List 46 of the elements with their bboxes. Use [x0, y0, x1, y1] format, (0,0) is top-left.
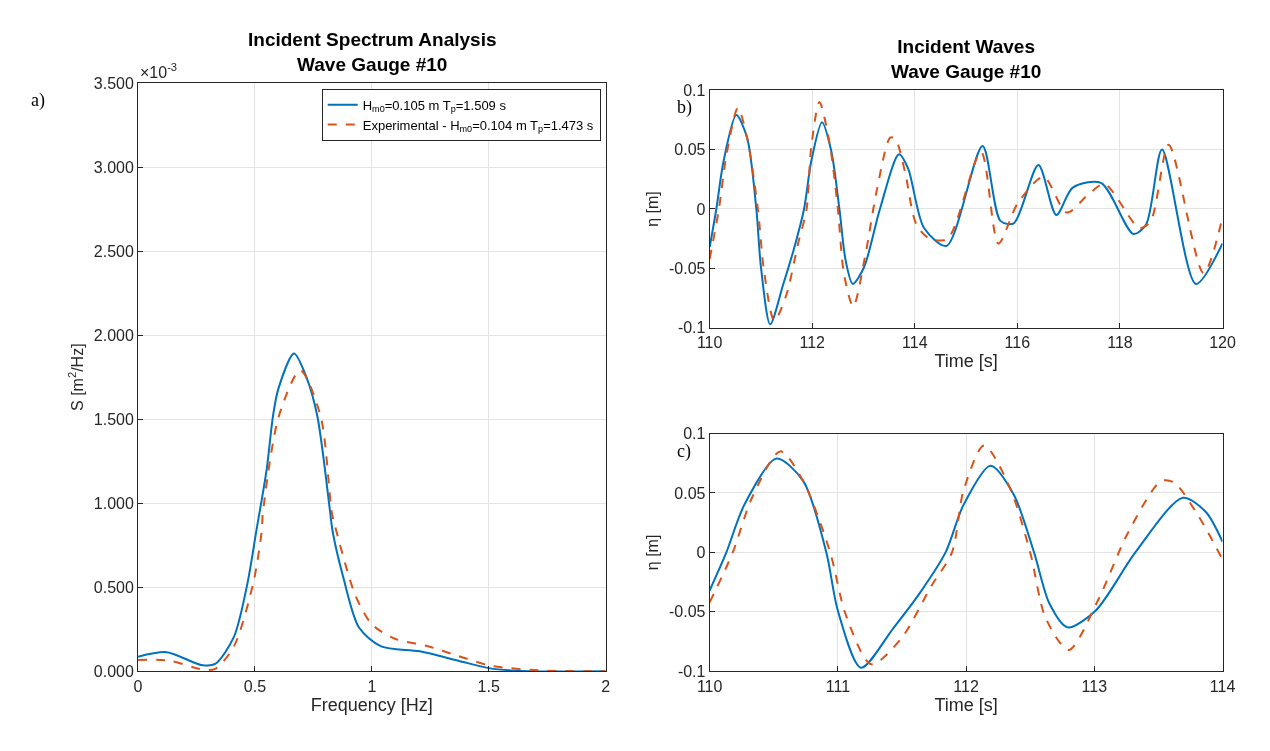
text: b)	[677, 97, 692, 118]
y-tick-label: 3.000	[93, 158, 134, 176]
text: a)	[31, 90, 45, 111]
y-tick-label: 2.500	[93, 242, 134, 260]
chart-title: Incident Spectrum Analysis Wave Gauge #10	[248, 29, 497, 75]
text: c)	[677, 441, 691, 462]
x-tick-label: 114	[1209, 677, 1236, 695]
y-tick-label: 0.05	[674, 141, 706, 159]
y-tick-label: -0.05	[669, 260, 706, 278]
x-tick-label: 118	[1107, 334, 1133, 352]
text: ×10$^{-3}$	[140, 61, 178, 81]
y-tick-label: -0.1	[677, 662, 706, 680]
y-tick-label: 0.500	[93, 578, 134, 596]
x-tick-label: 120	[1209, 334, 1236, 352]
x-tick-label: 0.5	[243, 677, 267, 695]
x-tick-label: 111	[825, 677, 851, 695]
chart-title: Incident Waves Wave Gauge #10	[891, 36, 1042, 82]
x-axis-title: Frequency [Hz]	[310, 694, 433, 715]
x-tick-label: 112	[799, 334, 826, 352]
y-tick-label: 2.000	[93, 326, 134, 344]
x-tick-label: 114	[902, 334, 928, 352]
x-tick-label: 116	[1004, 334, 1031, 352]
legend-label: H$_{m0}$=0.105 m T$_{p}$=1.509 s	[362, 97, 507, 115]
y-tick-label: 0.1	[683, 81, 706, 99]
x-tick-label: 1	[367, 677, 377, 695]
y-tick-label: 0.05	[674, 484, 706, 502]
x-axis-title: Time [s]	[934, 694, 998, 715]
y-tick-label: -0.05	[669, 603, 706, 621]
y-tick-label: 1.500	[93, 410, 134, 428]
x-tick-label: 1.5	[477, 677, 500, 695]
y-tick-label: 0	[696, 544, 706, 562]
x-axis-title: Time [s]	[934, 351, 998, 372]
x-tick-label: 112	[953, 677, 979, 695]
y-tick-label: -0.1	[677, 319, 706, 337]
x-tick-label: 2	[601, 677, 611, 695]
y-tick-label: 0.000	[93, 662, 134, 680]
y-tick-label: 0.1	[683, 425, 706, 443]
y-tick-label: 1.000	[93, 494, 134, 512]
x-tick-label: 110	[696, 334, 723, 352]
x-tick-label: 110	[696, 677, 723, 695]
x-tick-label: 113	[1081, 677, 1108, 695]
y-axis-title: η [m]	[643, 191, 661, 227]
y-tick-label: 3.500	[93, 74, 134, 92]
y-axis-title: η [m]	[643, 534, 661, 571]
y-tick-label: 0	[696, 200, 706, 218]
legend-label: Experimental - H$_{m0}$=0.104 m T$_{p}$=1.473 s	[362, 117, 594, 135]
